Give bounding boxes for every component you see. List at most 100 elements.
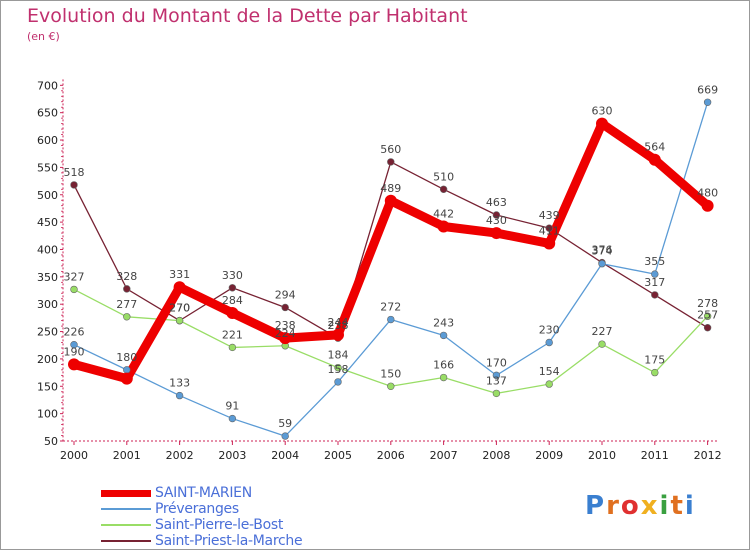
logo-letter: i [684,491,696,521]
legend-swatch [101,524,151,526]
data-label: 166 [433,359,454,372]
data-point [439,185,448,193]
data-label: 184 [328,349,349,362]
legend-swatch [101,490,151,497]
data-label: 489 [380,182,401,195]
data-point [651,291,659,299]
data-label: 238 [328,319,349,332]
data-label: 154 [539,365,560,378]
data-point [384,194,397,207]
data-label: 227 [592,325,613,338]
data-label: 328 [116,270,137,283]
legend-label: Préveranges [155,501,239,517]
data-point [492,211,501,219]
data-label: 270 [169,302,190,315]
data-point [387,382,395,390]
data-label: 158 [328,363,349,376]
legend-label: Saint-Pierre-le-Bost [155,517,284,533]
x-tick-label: 2003 [218,449,246,462]
data-point [701,199,714,212]
data-point [648,153,661,166]
chart-unit-label: (en €) [27,30,60,43]
data-label: 150 [380,367,401,380]
data-label: 257 [697,309,718,322]
data-point [545,224,553,232]
data-label: 244 [328,316,349,329]
data-point [281,303,289,312]
logo-letter: x [640,491,660,521]
x-tick-label: 2006 [377,449,405,462]
data-point [228,284,237,292]
data-point [70,181,78,189]
axes: 50 100 150 200 250 300 350 400 450 500 550 600 650 70… [37,79,722,462]
x-tick-label: 2004 [271,449,299,462]
proxiti-logo: Proxiti [585,491,696,521]
data-label: 430 [486,214,507,227]
data-label: 355 [644,255,665,268]
data-label: 91 [225,400,239,413]
logo-letter: i [659,491,671,521]
x-tick-label: 2007 [430,449,458,462]
data-label: 560 [380,143,401,156]
y-tick-label: 100 [37,408,58,421]
data-label: 411 [539,224,560,237]
data-label: 272 [380,301,401,314]
x-tick-label: 2001 [113,449,141,462]
data-point [492,389,501,398]
data-label: 669 [697,83,718,96]
data-point [123,285,131,293]
data-label: 374 [592,245,613,258]
logo-letter: P [585,491,607,521]
y-tick-label: 400 [37,243,58,256]
legend-swatch [101,508,151,510]
data-point [651,270,659,278]
data-point [70,340,78,349]
data-label: 376 [592,244,613,257]
y-tick-label: 700 [37,79,58,92]
y-tick-label: 350 [37,271,58,284]
legend-swatch [101,540,151,542]
data-point [279,332,292,345]
data-point [437,220,450,233]
data-point [68,358,80,371]
data-point [281,432,289,440]
data-label: 226 [64,326,85,339]
y-tick-label: 50 [44,435,58,448]
data-label: 238 [275,319,296,332]
data-point [703,324,712,332]
legend-label: SAINT-MARIEN [155,485,252,501]
data-label: 294 [275,288,296,301]
y-tick-label: 200 [37,353,58,366]
data-label: 480 [697,187,718,200]
x-tick-label: 2000 [60,449,88,462]
data-label: 439 [539,209,560,222]
data-point [332,328,344,341]
x-tick-label: 2012 [694,449,722,462]
data-point [123,313,131,321]
x-tick-label: 2009 [535,449,563,462]
data-label: 327 [64,270,85,283]
data-point [598,260,606,268]
data-point [387,158,395,166]
series-points [68,98,714,440]
data-point [120,372,133,385]
data-label: 463 [486,196,507,209]
x-tick-label: 2002 [166,449,194,462]
data-label: 330 [222,269,243,282]
data-point [596,117,608,130]
data-label: 270 [169,302,190,315]
data-point [226,306,239,319]
chart-title: Evolution du Montant de la Dette par Hab… [27,5,468,27]
data-label: 230 [539,324,560,337]
data-label: 221 [222,328,243,341]
data-point [334,378,342,386]
data-point [439,331,448,340]
data-point [70,285,78,294]
data-label: 284 [222,294,243,307]
data-point [228,414,237,423]
y-tick-label: 500 [37,189,58,202]
data-label: 510 [433,170,454,183]
data-label: 630 [592,105,613,118]
data-point [123,366,131,374]
y-tick-label: 300 [37,298,58,311]
